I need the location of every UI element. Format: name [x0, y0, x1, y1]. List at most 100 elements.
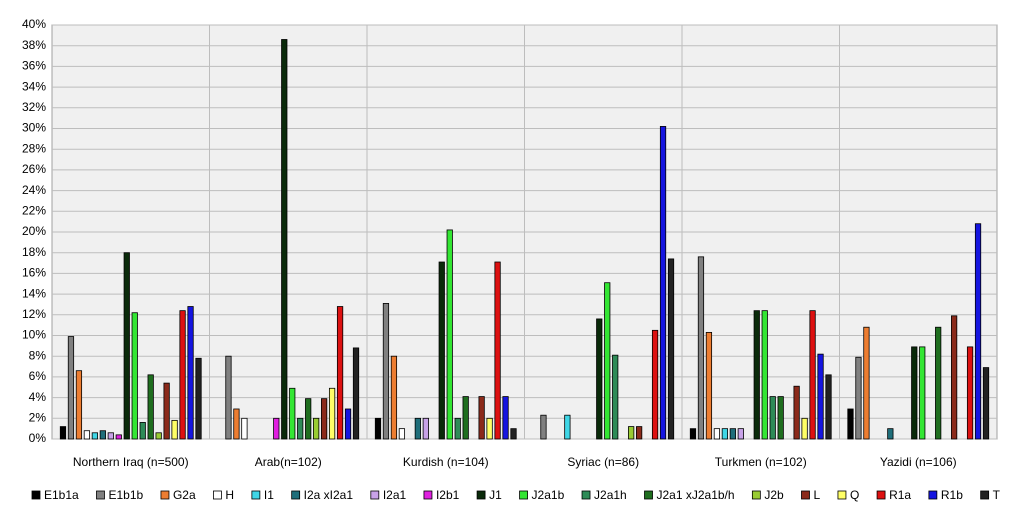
bar: [628, 426, 635, 440]
bar: [83, 430, 91, 440]
x-tick-label: Arab(n=102): [255, 455, 322, 469]
bar: [414, 417, 421, 440]
legend-swatch: [751, 490, 761, 500]
y-tick-label: 0%: [29, 431, 47, 445]
legend-swatch: [370, 490, 380, 500]
bar: [422, 417, 429, 440]
y-tick-label: 36%: [22, 59, 46, 73]
bar: [454, 417, 461, 440]
bar: [171, 419, 178, 440]
bar: [705, 331, 713, 440]
bar: [761, 310, 768, 440]
legend-label: J2a1h: [594, 488, 627, 502]
y-tick-label: 10%: [22, 328, 46, 342]
bar: [951, 315, 958, 440]
bar: [855, 356, 862, 440]
y-tick-label: 18%: [22, 245, 46, 259]
bar: [352, 347, 360, 440]
bar: [825, 374, 832, 440]
bar: [564, 414, 571, 440]
legend-label: R1a: [889, 488, 911, 502]
bar: [225, 355, 232, 440]
bar: [697, 256, 705, 440]
x-tick-label: Syriac (n=86): [567, 455, 639, 469]
legend-label: R1b: [941, 488, 963, 502]
bar: [540, 414, 547, 440]
legend-swatch: [476, 490, 486, 500]
bar: [753, 310, 760, 440]
bar: [241, 417, 248, 440]
legend-swatch: [980, 490, 990, 500]
bar: [195, 357, 202, 440]
bar: [974, 223, 982, 440]
x-tick-label: Yazidi (n=106): [880, 455, 957, 469]
y-tick-label: 26%: [22, 162, 46, 176]
bar: [667, 258, 675, 440]
bar: [729, 428, 736, 440]
legend-label: E1b1a: [44, 488, 79, 502]
bar: [777, 396, 784, 440]
legend-label: J2a1 xJ2a1b/h: [657, 488, 735, 502]
bar: [382, 303, 390, 440]
y-tick-label: 6%: [29, 369, 47, 383]
bar: [966, 346, 974, 440]
legend-label: H: [225, 488, 234, 502]
bar: [281, 39, 288, 440]
bar: [462, 396, 469, 440]
legend-label: E1b1b: [108, 488, 143, 502]
bar: [107, 432, 114, 440]
legend-swatch: [251, 490, 261, 500]
y-tick-label: 12%: [22, 307, 46, 321]
bar: [398, 428, 406, 440]
bar: [115, 434, 122, 440]
legend-swatch: [291, 490, 301, 500]
bar: [187, 306, 194, 440]
legend-swatch: [928, 490, 938, 500]
bar: [91, 432, 98, 440]
legend-swatch: [213, 490, 222, 500]
bar: [689, 428, 697, 440]
y-tick-label: 38%: [22, 38, 46, 52]
legend-swatch: [31, 490, 41, 500]
legend-label: J1: [489, 488, 502, 502]
y-tick-label: 30%: [22, 121, 46, 135]
bar: [817, 353, 824, 440]
y-tick-label: 22%: [22, 203, 46, 217]
legend-swatch: [423, 490, 433, 500]
legend-swatch: [160, 490, 170, 500]
bar: [721, 428, 728, 440]
bar: [155, 432, 162, 440]
y-tick-label: 4%: [29, 390, 47, 404]
bar: [737, 428, 744, 440]
bar: [863, 326, 870, 440]
y-tick-label: 40%: [22, 17, 46, 31]
bar: [919, 346, 926, 440]
legend-label: T: [993, 488, 1001, 502]
bar: [147, 374, 154, 440]
bar: [478, 396, 485, 440]
y-tick-label: 2%: [29, 410, 47, 424]
bar: [123, 252, 130, 440]
y-tick-label: 28%: [22, 141, 46, 155]
bar: [911, 346, 918, 440]
bar: [390, 355, 398, 440]
legend-swatch: [801, 490, 810, 500]
bar: [99, 430, 106, 440]
bar: [344, 408, 352, 440]
bar: [713, 428, 721, 440]
y-tick-label: 20%: [22, 224, 46, 238]
bar: [769, 396, 776, 440]
bar: [321, 398, 328, 440]
x-tick-label: Turkmen (n=102): [715, 455, 807, 469]
bar: [651, 329, 659, 440]
bar: [289, 387, 296, 440]
bar: [612, 354, 619, 440]
bar: [809, 310, 816, 440]
bar: [887, 428, 894, 440]
bar: [596, 318, 603, 440]
legend-label: G2a: [173, 488, 196, 502]
y-tick-label: 34%: [22, 79, 46, 93]
bar: [163, 382, 170, 440]
bar: [313, 417, 320, 440]
